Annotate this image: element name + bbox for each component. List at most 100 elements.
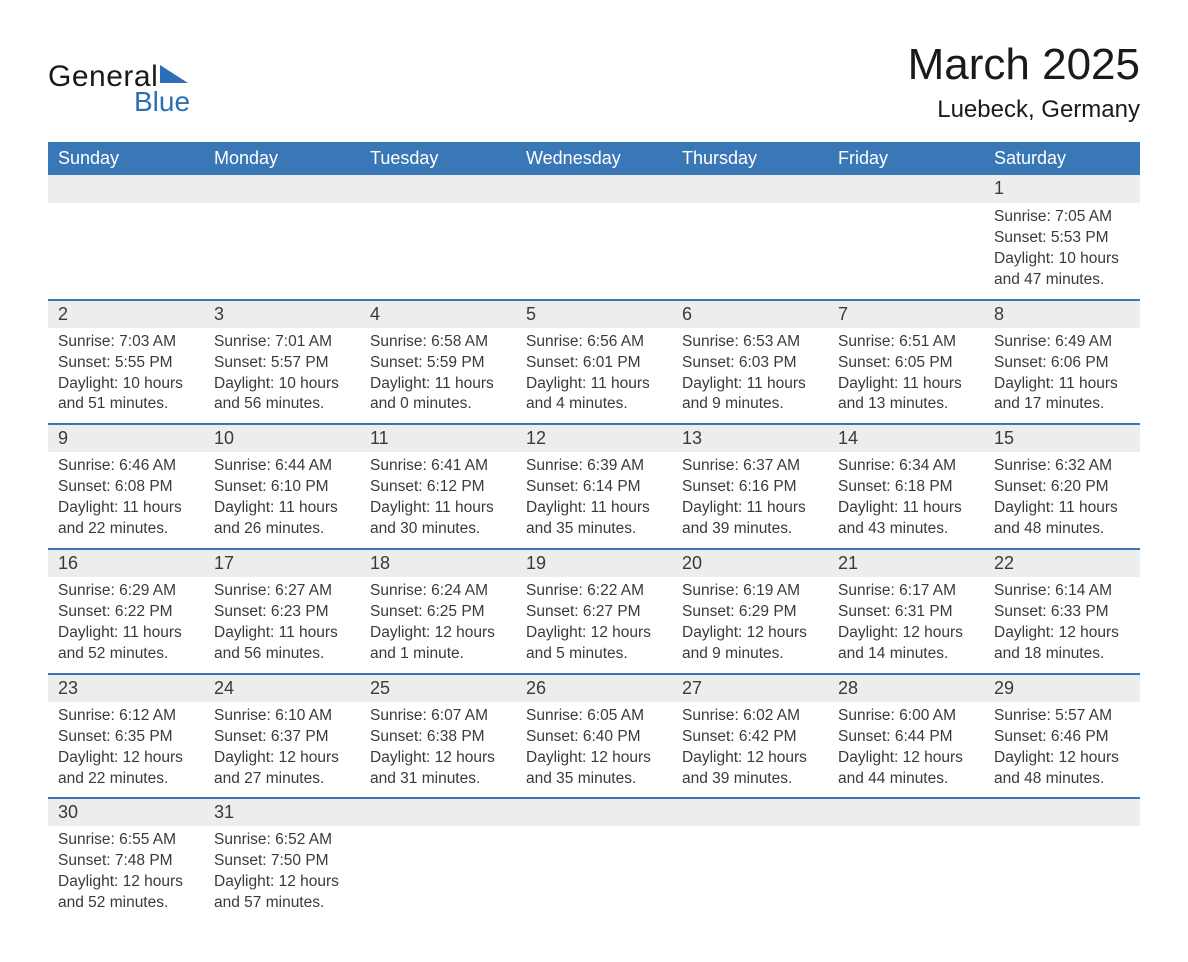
day-details-cell [828, 203, 984, 300]
day-number-cell: 27 [672, 674, 828, 702]
day-number-cell: 4 [360, 300, 516, 328]
day-number-cell: 18 [360, 549, 516, 577]
sunrise-text: Sunrise: 6:00 AM [838, 706, 974, 727]
day-number-cell: 12 [516, 424, 672, 452]
day-number-cell [672, 798, 828, 826]
sunset-text: Sunset: 6:20 PM [994, 477, 1130, 498]
day-number-cell: 31 [204, 798, 360, 826]
sunset-text: Sunset: 7:48 PM [58, 851, 194, 872]
daylight-text: Daylight: 11 hours and 30 minutes. [370, 498, 506, 540]
sunrise-text: Sunrise: 6:53 AM [682, 332, 818, 353]
day-details-cell: Sunrise: 7:01 AMSunset: 5:57 PMDaylight:… [204, 328, 360, 425]
sunset-text: Sunset: 6:40 PM [526, 727, 662, 748]
daylight-text: Daylight: 12 hours and 31 minutes. [370, 748, 506, 790]
daylight-text: Daylight: 12 hours and 44 minutes. [838, 748, 974, 790]
sunrise-text: Sunrise: 6:22 AM [526, 581, 662, 602]
logo-text-blue: Blue [134, 86, 190, 118]
day-details-cell: Sunrise: 6:52 AMSunset: 7:50 PMDaylight:… [204, 826, 360, 922]
day-details-cell: Sunrise: 6:53 AMSunset: 6:03 PMDaylight:… [672, 328, 828, 425]
daylight-text: Daylight: 12 hours and 48 minutes. [994, 748, 1130, 790]
day-details-cell: Sunrise: 6:10 AMSunset: 6:37 PMDaylight:… [204, 702, 360, 799]
month-title: March 2025 [908, 40, 1140, 90]
sunrise-text: Sunrise: 6:05 AM [526, 706, 662, 727]
day-number-cell: 24 [204, 674, 360, 702]
day-details-cell: Sunrise: 6:22 AMSunset: 6:27 PMDaylight:… [516, 577, 672, 674]
sunrise-text: Sunrise: 6:37 AM [682, 456, 818, 477]
sunrise-text: Sunrise: 6:14 AM [994, 581, 1130, 602]
day-details-cell: Sunrise: 6:07 AMSunset: 6:38 PMDaylight:… [360, 702, 516, 799]
day-number-cell: 20 [672, 549, 828, 577]
sunrise-text: Sunrise: 6:02 AM [682, 706, 818, 727]
daylight-text: Daylight: 12 hours and 5 minutes. [526, 623, 662, 665]
daylight-text: Daylight: 10 hours and 47 minutes. [994, 249, 1130, 291]
day-details-cell: Sunrise: 6:12 AMSunset: 6:35 PMDaylight:… [48, 702, 204, 799]
day-number-cell [516, 798, 672, 826]
daynum-row: 3031 [48, 798, 1140, 826]
sunset-text: Sunset: 6:05 PM [838, 353, 974, 374]
day-number-cell: 15 [984, 424, 1140, 452]
details-row: Sunrise: 6:55 AMSunset: 7:48 PMDaylight:… [48, 826, 1140, 922]
day-details-cell [672, 203, 828, 300]
sunrise-text: Sunrise: 7:03 AM [58, 332, 194, 353]
day-details-cell: Sunrise: 6:05 AMSunset: 6:40 PMDaylight:… [516, 702, 672, 799]
sunrise-text: Sunrise: 6:58 AM [370, 332, 506, 353]
sunset-text: Sunset: 6:03 PM [682, 353, 818, 374]
day-number-cell: 28 [828, 674, 984, 702]
location: Luebeck, Germany [908, 96, 1140, 124]
sunset-text: Sunset: 6:29 PM [682, 602, 818, 623]
daylight-text: Daylight: 11 hours and 52 minutes. [58, 623, 194, 665]
day-number-cell: 10 [204, 424, 360, 452]
daylight-text: Daylight: 11 hours and 26 minutes. [214, 498, 350, 540]
day-details-cell: Sunrise: 6:02 AMSunset: 6:42 PMDaylight:… [672, 702, 828, 799]
sunrise-text: Sunrise: 6:07 AM [370, 706, 506, 727]
day-details-cell [516, 203, 672, 300]
sunset-text: Sunset: 6:44 PM [838, 727, 974, 748]
day-number-cell [984, 798, 1140, 826]
day-details-cell: Sunrise: 7:03 AMSunset: 5:55 PMDaylight:… [48, 328, 204, 425]
day-number-cell: 5 [516, 300, 672, 328]
weekday-header: Sunday [48, 142, 204, 175]
sunset-text: Sunset: 6:27 PM [526, 602, 662, 623]
sunset-text: Sunset: 6:14 PM [526, 477, 662, 498]
sunrise-text: Sunrise: 7:01 AM [214, 332, 350, 353]
sunset-text: Sunset: 6:08 PM [58, 477, 194, 498]
sunrise-text: Sunrise: 6:46 AM [58, 456, 194, 477]
day-number-cell: 22 [984, 549, 1140, 577]
day-number-cell: 21 [828, 549, 984, 577]
daylight-text: Daylight: 11 hours and 0 minutes. [370, 374, 506, 416]
day-number-cell: 7 [828, 300, 984, 328]
daylight-text: Daylight: 11 hours and 22 minutes. [58, 498, 194, 540]
day-details-cell: Sunrise: 6:17 AMSunset: 6:31 PMDaylight:… [828, 577, 984, 674]
sunset-text: Sunset: 6:33 PM [994, 602, 1130, 623]
day-number-cell: 6 [672, 300, 828, 328]
day-number-cell [360, 175, 516, 203]
weekday-header: Thursday [672, 142, 828, 175]
sunset-text: Sunset: 6:46 PM [994, 727, 1130, 748]
day-number-cell [48, 175, 204, 203]
day-details-cell [672, 826, 828, 922]
details-row: Sunrise: 6:46 AMSunset: 6:08 PMDaylight:… [48, 452, 1140, 549]
calendar-body: 1Sunrise: 7:05 AMSunset: 5:53 PMDaylight… [48, 175, 1140, 922]
sunrise-text: Sunrise: 6:39 AM [526, 456, 662, 477]
sunrise-text: Sunrise: 5:57 AM [994, 706, 1130, 727]
logo-triangle-icon [160, 63, 188, 88]
weekday-header: Wednesday [516, 142, 672, 175]
daynum-row: 23242526272829 [48, 674, 1140, 702]
day-details-cell: Sunrise: 6:55 AMSunset: 7:48 PMDaylight:… [48, 826, 204, 922]
day-number-cell: 17 [204, 549, 360, 577]
daylight-text: Daylight: 12 hours and 39 minutes. [682, 748, 818, 790]
daylight-text: Daylight: 12 hours and 57 minutes. [214, 872, 350, 914]
sunset-text: Sunset: 6:38 PM [370, 727, 506, 748]
sunset-text: Sunset: 5:59 PM [370, 353, 506, 374]
daynum-row: 16171819202122 [48, 549, 1140, 577]
sunset-text: Sunset: 6:16 PM [682, 477, 818, 498]
day-number-cell: 2 [48, 300, 204, 328]
daylight-text: Daylight: 11 hours and 9 minutes. [682, 374, 818, 416]
day-details-cell: Sunrise: 6:27 AMSunset: 6:23 PMDaylight:… [204, 577, 360, 674]
day-number-cell: 26 [516, 674, 672, 702]
day-details-cell: Sunrise: 6:44 AMSunset: 6:10 PMDaylight:… [204, 452, 360, 549]
sunrise-text: Sunrise: 6:56 AM [526, 332, 662, 353]
daylight-text: Daylight: 11 hours and 35 minutes. [526, 498, 662, 540]
daylight-text: Daylight: 11 hours and 56 minutes. [214, 623, 350, 665]
sunset-text: Sunset: 6:10 PM [214, 477, 350, 498]
